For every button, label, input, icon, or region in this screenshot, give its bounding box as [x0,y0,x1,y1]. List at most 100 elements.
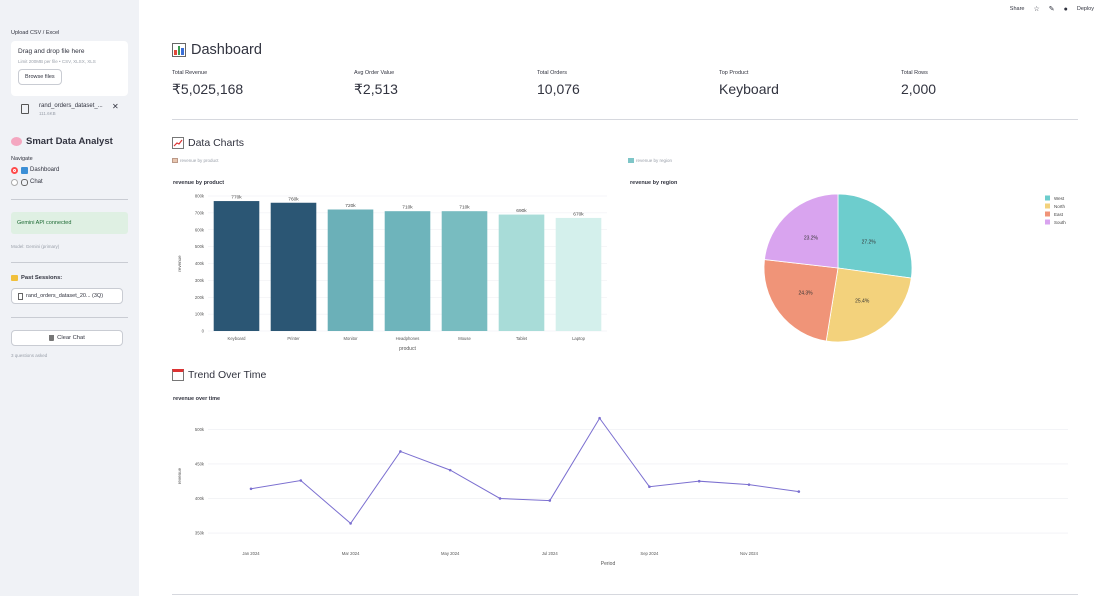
y-tick-label: 0 [202,329,205,334]
edit-icon[interactable]: ✎ [1048,5,1055,13]
session-button[interactable]: rand_orders_dataset_20... (3Q) [11,288,123,304]
y-axis-label: revenue [177,467,182,484]
data-point [399,450,402,453]
x-tick-label: Keyboard [228,336,247,341]
pie-value-label: 23.2% [804,236,819,242]
metric-label: Total Orders [537,70,567,76]
bar [327,209,374,331]
speech-bubble-icon [21,178,28,186]
legend-label: South [1054,220,1066,225]
x-tick-label: Nov 2024 [740,551,759,556]
file-dropzone[interactable]: Drag and drop file here Limit 200MB per … [11,41,128,96]
metric-total-orders: Total Orders 10,076 [537,70,580,97]
github-icon[interactable]: ● [1063,5,1068,13]
legend-swatch [1045,219,1050,225]
clear-chat-button[interactable]: Clear Chat [11,330,123,346]
chart-increasing-icon [172,137,184,149]
page-title-text: Dashboard [191,42,262,58]
bar-chart-icon [21,166,28,174]
y-axis-label: revenue [177,255,182,272]
tab-label: revenue by product [180,158,219,163]
y-tick-label: 200k [195,295,205,300]
bar-value-label: 760k [288,196,299,202]
close-icon[interactable]: ✕ [112,102,119,111]
metric-label: Avg Order Value [354,70,395,76]
x-tick-label: Sep 2024 [640,551,659,556]
deploy-button[interactable]: Deploy [1076,6,1094,12]
tab-label: revenue by region [636,158,673,163]
data-point [747,483,751,486]
legend-label: North [1054,204,1066,209]
data-charts-heading: Data Charts [172,137,244,149]
metric-avg-order-value: Avg Order Value ₹2,513 [354,70,398,98]
pie-slice [825,267,912,343]
legend-label: East [1054,212,1064,217]
x-tick-label: Mar 2024 [342,551,360,556]
bar-chart-icon [172,43,186,57]
y-tick-label: 600k [195,227,205,232]
x-axis-label: product [399,346,416,352]
legend-label: West [1054,196,1065,201]
uploaded-file: rand_orders_dataset_... 111.6KB ✕ [11,103,128,121]
trend-heading: Trend Over Time [172,369,266,381]
chart-title: revenue by region [630,180,678,186]
data-point [548,499,552,502]
x-tick-label: Mouse [458,336,471,341]
y-tick-label: 100k [195,312,205,317]
y-tick-label: 400k [195,261,205,266]
page-title: Dashboard [172,42,262,58]
y-tick-label: 350k [195,531,205,536]
image-icon [628,158,634,163]
file-name: rand_orders_dataset_... [39,103,103,109]
chart-title: revenue by product [173,180,224,186]
bar [270,202,317,331]
clear-chat-label: Clear Chat [57,335,85,341]
pie-value-label: 27.2% [862,239,877,245]
x-tick-label: Laptop [572,336,585,341]
nav-radio-chat[interactable]: Chat [11,178,128,186]
star-icon[interactable]: ☆ [1033,5,1040,13]
app-title-text: Smart Data Analyst [26,136,113,147]
nav-radio-dashboard[interactable]: Dashboard [11,166,128,174]
file-icon [21,104,29,114]
x-tick-label: Jul 2024 [542,551,559,556]
data-point [697,479,701,483]
app-title: Smart Data Analyst [11,136,128,147]
x-tick-label: Tablet [516,336,528,341]
metric-value: ₹2,513 [354,81,398,97]
chart-title: revenue over time [173,396,220,402]
x-axis-label: Period [601,561,616,567]
legend-swatch [1045,195,1050,201]
nav-dashboard-label: Dashboard [30,167,60,173]
past-sessions-label: Past Sessions: [21,275,63,281]
bar [498,214,545,331]
radio-unselected-icon[interactable] [11,178,18,186]
radio-selected-icon[interactable] [11,166,18,174]
session-label: rand_orders_dataset_20... (3Q) [26,293,104,299]
pie-chart: revenue by region 27.2% 25.4% 24.3% 23.2% Wes… [630,180,1066,343]
data-point [349,522,352,525]
data-charts-text: Data Charts [188,137,245,149]
tab-revenue-by-product[interactable]: revenue by product [172,158,219,163]
image-icon [172,158,178,163]
metric-top-product: Top Product Keyboard [719,70,779,97]
trash-icon [49,335,55,341]
browse-files-button[interactable]: Browse files [18,69,62,85]
folder-icon [11,275,18,281]
y-tick-label: 400k [195,496,205,501]
data-point [598,416,601,420]
trend-text: Trend Over Time [188,369,267,381]
api-status-text: Gemini API connected [17,220,72,226]
metric-total-rows: Total Rows 2,000 [901,70,936,97]
bar-chart: revenue by product 0 100k 200k 300k 400k 500k 6… [173,180,607,352]
data-point [448,468,452,472]
share-button[interactable]: Share [1009,6,1025,12]
tab-revenue-by-region[interactable]: revenue by region [628,158,672,163]
model-text: Model: Gemini (primary) [11,244,60,249]
bar-value-label: 770k [231,195,242,201]
navigate-label: Navigate [11,156,33,162]
data-point [299,479,303,482]
bar-value-label: 710k [402,205,413,211]
data-point [648,485,651,489]
metric-value: 2,000 [901,81,937,97]
